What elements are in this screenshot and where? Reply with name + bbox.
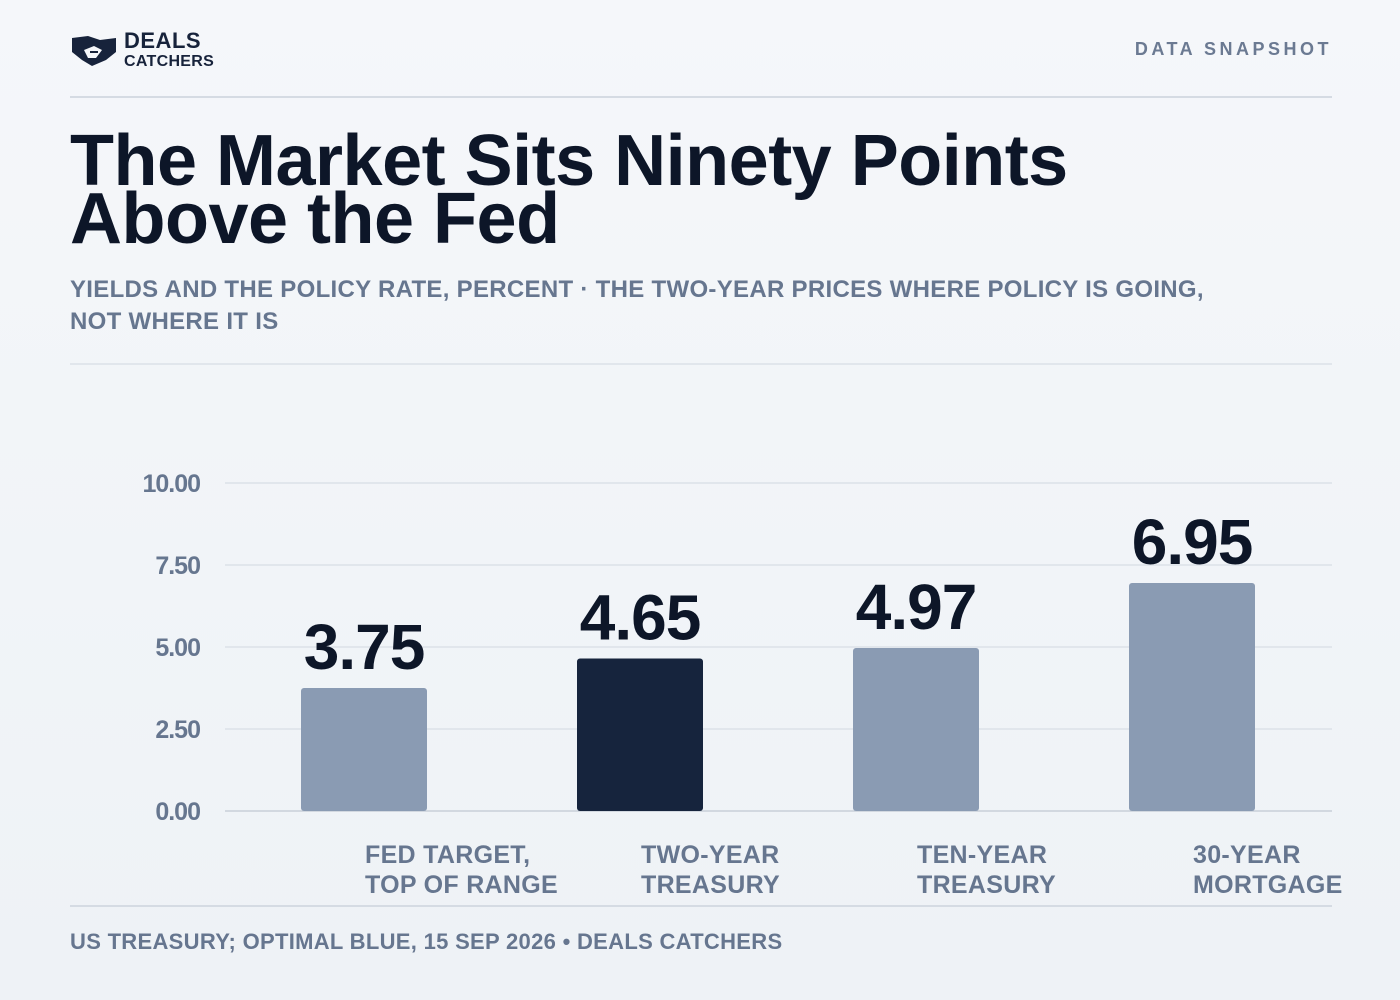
x-category-label: TREASURY <box>641 871 780 899</box>
data-snapshot-tag: DATA SNAPSHOT <box>1134 39 1332 59</box>
bar <box>853 647 979 811</box>
subtitle-line-2: NOT WHERE IT IS <box>70 308 279 335</box>
x-category-label: TEN-YEAR <box>917 841 1047 869</box>
y-tick-label: 5.00 <box>155 634 200 662</box>
bar-value-label: 4.65 <box>580 581 701 653</box>
handshake-icon <box>71 36 116 68</box>
brand-logo: DEALS CATCHERS <box>70 30 214 70</box>
y-tick-label: 7.50 <box>155 552 200 580</box>
source-note: US TREASURY; OPTIMAL BLUE, 15 SEP 2026 •… <box>70 929 783 954</box>
subtitle-line-1: YIELDS AND THE POLICY RATE, PERCENT · TH… <box>70 276 1204 303</box>
x-category-label: FED TARGET, <box>365 841 530 869</box>
x-category-label: TOP OF RANGE <box>365 871 558 899</box>
x-category-label: 30-YEAR <box>1193 841 1301 869</box>
chart-subtitle: YIELDS AND THE POLICY RATE, PERCENT · TH… <box>70 274 1360 338</box>
bar-value-label: 4.97 <box>856 571 977 643</box>
page-header: DEALS CATCHERS DATA SNAPSHOT <box>70 30 1332 98</box>
footer-divider <box>70 905 1332 907</box>
bar-value-label: 6.95 <box>1132 506 1253 578</box>
x-category-label: TREASURY <box>917 871 1056 899</box>
y-tick-label: 2.50 <box>155 716 200 744</box>
y-tick-label: 10.00 <box>142 470 200 498</box>
bar-value-label: 3.75 <box>304 611 425 683</box>
x-category-label: TWO-YEAR <box>641 841 780 869</box>
section-divider <box>70 363 1332 365</box>
page-title: The Market Sits Ninety Points Above the … <box>70 125 1332 255</box>
bar <box>301 688 427 811</box>
title-line-1: The Market Sits Ninety Points <box>70 121 1068 201</box>
bar <box>577 658 703 811</box>
brand-name-line2: CATCHERS <box>124 53 215 70</box>
title-line-2: Above the Fed <box>70 179 560 259</box>
brand-name-line1: DEALS <box>124 28 202 53</box>
x-category-label: MORTGAGE <box>1193 871 1343 899</box>
bar <box>1129 583 1255 811</box>
y-tick-label: 0.00 <box>155 798 200 826</box>
